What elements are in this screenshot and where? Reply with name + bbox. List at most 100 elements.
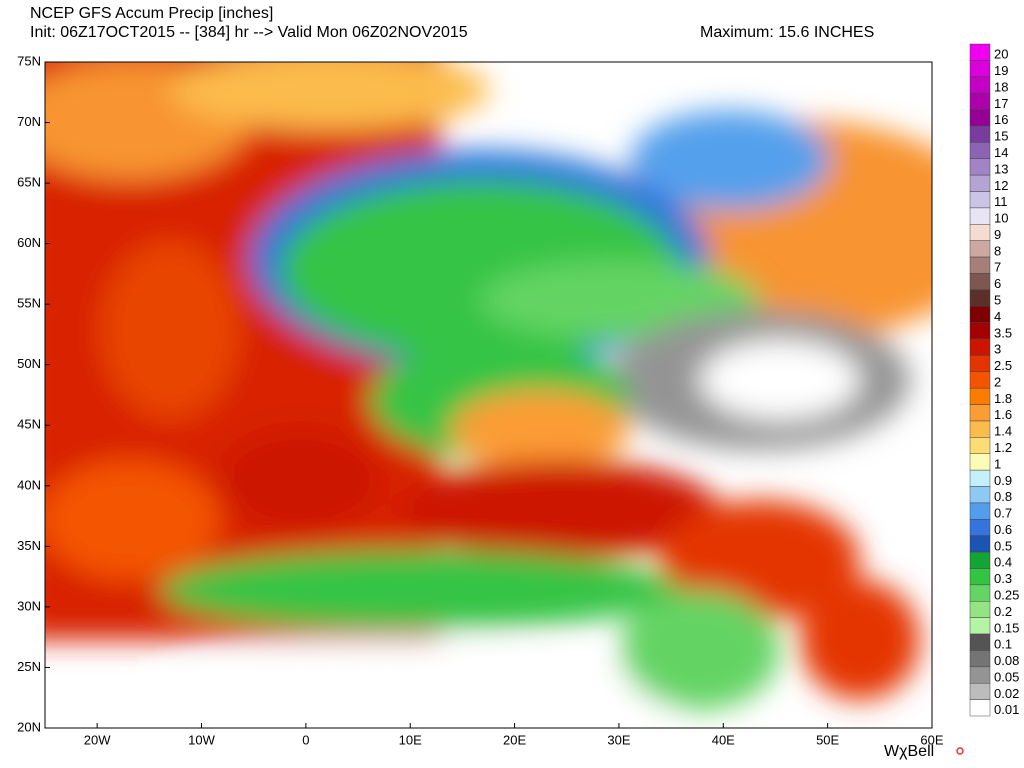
legend-swatch: [969, 502, 991, 520]
legend-swatch: [969, 322, 991, 340]
legend-label: 12: [994, 178, 1008, 193]
lon-label: 0: [302, 732, 309, 747]
legend-label: 1.2: [994, 440, 1012, 455]
lat-label: 35N: [17, 538, 41, 553]
legend-label: 0.6: [994, 522, 1012, 537]
legend-swatch: [969, 437, 991, 455]
legend-label: 0.7: [994, 506, 1012, 521]
legend-swatch: [969, 469, 991, 487]
precip-field: [45, 62, 932, 728]
legend-label: 1: [994, 456, 1001, 471]
legend-label: 0.08: [994, 653, 1019, 668]
legend-label: 14: [994, 145, 1008, 160]
legend-swatch: [969, 519, 991, 536]
legend-label: 10: [994, 211, 1008, 226]
lat-label: 20N: [17, 719, 41, 734]
lat-label: 70N: [17, 114, 41, 129]
lat-label: 40N: [17, 477, 41, 492]
legend-swatch: [969, 617, 991, 635]
legend-label: 0.01: [994, 702, 1019, 717]
legend-swatch: [969, 699, 991, 717]
legend-swatch: [969, 355, 991, 373]
legend-swatch: [969, 76, 991, 94]
title: NCEP GFS Accum Precip [inches]: [30, 5, 273, 22]
legend-swatch: [969, 191, 991, 209]
watermark-icon: [956, 747, 964, 755]
legend: 20191817161514131211109876543.532.521.81…: [969, 43, 1019, 717]
legend-swatch: [969, 584, 991, 602]
legend-label: 11: [994, 194, 1008, 209]
legend-swatch: [969, 273, 991, 291]
legend-label: 3.5: [994, 325, 1012, 340]
legend-label: 3: [994, 342, 1001, 357]
legend-label: 13: [994, 161, 1008, 176]
lon-label: 50E: [816, 732, 839, 747]
legend-label: 2: [994, 374, 1001, 389]
lon-label: 30E: [607, 732, 630, 747]
legend-label: 15: [994, 129, 1008, 144]
legend-label: 8: [994, 243, 1001, 258]
legend-label: 5: [994, 292, 1001, 307]
legend-label: 20: [994, 47, 1008, 62]
legend-label: 7: [994, 260, 1001, 275]
legend-swatch: [969, 60, 991, 78]
legend-swatch: [969, 224, 991, 241]
legend-swatch: [969, 240, 991, 258]
legend-swatch: [969, 682, 991, 700]
legend-swatch: [969, 568, 991, 586]
legend-label: 9: [994, 227, 1001, 242]
legend-swatch: [969, 338, 991, 356]
legend-swatch: [969, 601, 991, 618]
legend-swatch: [969, 174, 991, 192]
lon-labels: 20W 10W 0 10E 20E 30E 40E 50E 60E: [84, 723, 944, 747]
lat-label: 60N: [17, 235, 41, 250]
legend-swatch: [969, 387, 991, 405]
legend-swatch: [969, 92, 991, 110]
legend-label: 2.5: [994, 358, 1012, 373]
legend-swatch: [969, 43, 991, 61]
legend-swatch: [969, 305, 991, 323]
legend-label: 0.4: [994, 555, 1012, 570]
legend-label: 1.6: [994, 407, 1012, 422]
lat-labels: 75N 70N 65N 60N 55N 50N 45N 40N 35N 30N 25N 20N: [17, 53, 50, 734]
lon-label: 20W: [84, 732, 111, 747]
legend-swatch: [969, 666, 991, 684]
lat-label: 25N: [17, 659, 41, 674]
legend-label: 1.8: [994, 391, 1012, 406]
legend-swatch: [969, 207, 991, 225]
legend-swatch: [969, 420, 991, 438]
maximum: Maximum: 15.6 INCHES: [700, 24, 874, 41]
legend-swatch: [969, 650, 991, 668]
lon-label: 20E: [503, 732, 526, 747]
legend-label: 0.15: [994, 620, 1019, 635]
legend-label: 0.9: [994, 473, 1012, 488]
legend-swatch: [969, 125, 991, 143]
legend-swatch: [969, 404, 991, 422]
legend-label: 0.5: [994, 538, 1012, 553]
lat-label: 30N: [17, 598, 41, 613]
legend-label: 0.25: [994, 588, 1019, 603]
legend-swatch: [969, 486, 991, 504]
lon-label: 10E: [399, 732, 422, 747]
legend-label: 16: [994, 112, 1008, 127]
legend-label: 0.1: [994, 637, 1012, 652]
subtitle: Init: 06Z17OCT2015 -- [384] hr --> Valid…: [30, 24, 468, 41]
legend-swatch: [969, 535, 991, 553]
lat-label: 50N: [17, 356, 41, 371]
legend-label: 0.3: [994, 571, 1012, 586]
legend-label: 0.05: [994, 669, 1019, 684]
legend-swatch: [969, 158, 991, 176]
lat-label: 65N: [17, 175, 41, 190]
legend-label: 1.4: [994, 424, 1012, 439]
legend-swatch: [969, 453, 991, 471]
legend-label: 19: [994, 63, 1008, 78]
map-frame: [44, 61, 933, 729]
lon-label: 60E: [920, 732, 943, 747]
legend-label: 18: [994, 79, 1008, 94]
legend-swatch: [969, 551, 991, 569]
lat-label: 55N: [17, 296, 41, 311]
legend-label: 4: [994, 309, 1001, 324]
lat-label: 45N: [17, 417, 41, 432]
legend-swatch: [969, 633, 991, 651]
